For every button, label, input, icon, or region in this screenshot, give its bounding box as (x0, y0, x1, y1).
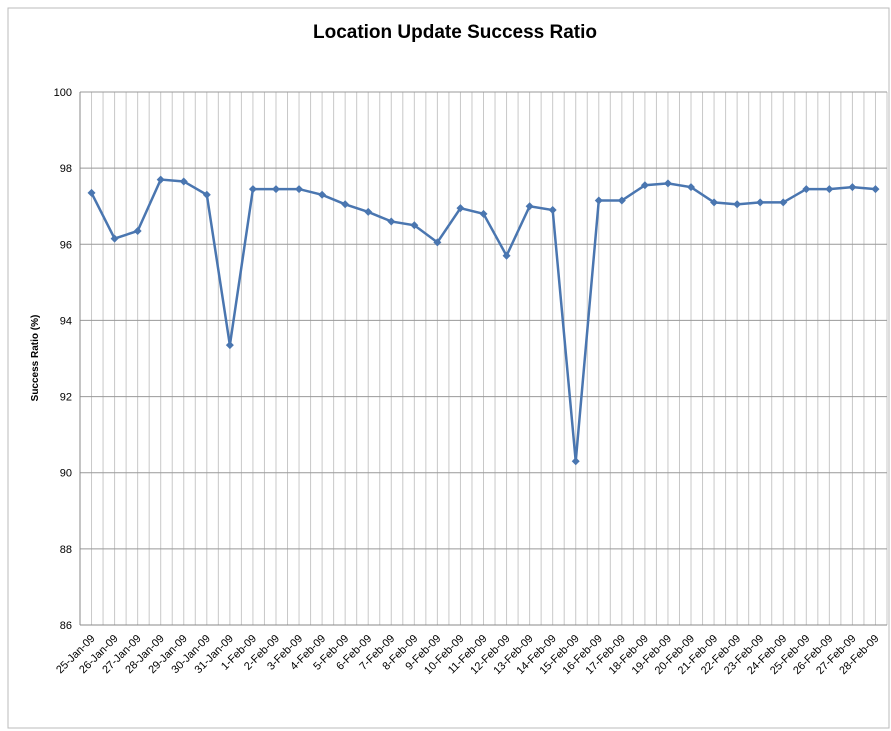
data-point (594, 196, 603, 205)
data-point (502, 251, 511, 260)
data-point (87, 188, 96, 197)
data-point (779, 198, 788, 207)
data-point (225, 341, 234, 350)
data-point (433, 238, 442, 247)
data-point (248, 185, 257, 194)
data-point (825, 185, 834, 194)
data-point (802, 185, 811, 194)
data-point (710, 198, 719, 207)
data-point (687, 183, 696, 192)
y-tick-label: 88 (60, 544, 72, 556)
data-point (318, 190, 327, 199)
data-point (202, 190, 211, 199)
data-point (341, 200, 350, 209)
data-point (387, 217, 396, 226)
y-tick-label: 96 (60, 239, 72, 251)
y-tick-label: 90 (60, 468, 72, 480)
data-point (871, 185, 880, 194)
data-point (640, 181, 649, 190)
data-point (410, 221, 419, 230)
data-point (663, 179, 672, 188)
y-tick-label: 94 (60, 315, 72, 327)
data-point (271, 185, 280, 194)
data-point (364, 207, 373, 216)
y-tick-label: 100 (54, 87, 72, 99)
data-point (525, 202, 534, 211)
data-point (848, 183, 857, 192)
data-point (110, 234, 119, 243)
chart-title: Location Update Success Ratio (313, 22, 597, 43)
data-point (179, 177, 188, 186)
data-point (133, 226, 142, 235)
y-tick-label: 98 (60, 163, 72, 175)
data-point (756, 198, 765, 207)
y-tick-label: 86 (60, 620, 72, 632)
data-point (295, 185, 304, 194)
data-point (571, 457, 580, 466)
data-point (156, 175, 165, 184)
data-point (548, 206, 557, 215)
y-axis-label: Success Ratio (%) (30, 315, 41, 402)
y-tick-label: 92 (60, 392, 72, 404)
data-point (456, 204, 465, 213)
data-point (617, 196, 626, 205)
data-point (733, 200, 742, 209)
data-point (479, 209, 488, 218)
